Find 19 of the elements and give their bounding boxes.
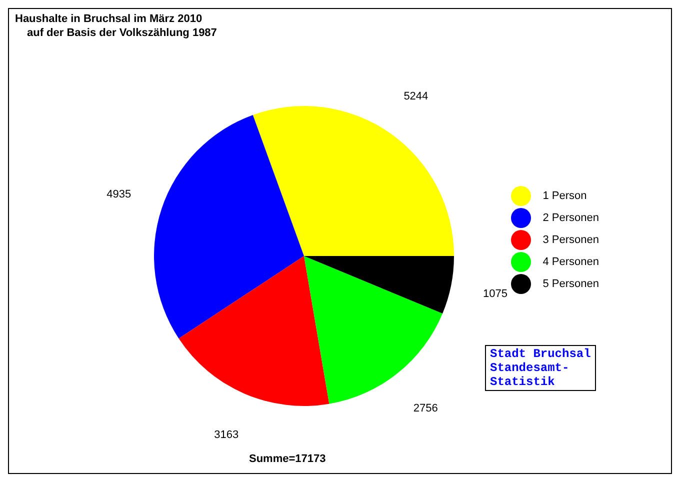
data-label: 1075 — [483, 288, 508, 300]
chart-title: Haushalte in Bruchsal im März 2010 — [15, 13, 202, 25]
data-label: 3163 — [214, 428, 239, 441]
pie-slice — [178, 256, 330, 406]
pie-slice — [252, 106, 454, 256]
legend-label: 3 Personen — [542, 234, 599, 246]
pie-slice — [304, 256, 443, 404]
data-label: 2756 — [413, 402, 438, 414]
text: Summe=17173 — [249, 453, 326, 465]
pie-slice — [304, 256, 454, 314]
text: Stadt Bruchsal Standesamt- Statistik — [485, 345, 596, 391]
legend-label: 4 Personen — [542, 256, 599, 268]
chart-subtitle: auf der Basis der Volkszählung 1987 — [27, 27, 217, 39]
legend-label: 1 Person — [542, 190, 587, 202]
data-label: 4935 — [106, 188, 132, 201]
legend-label: 5 Personen — [542, 278, 599, 290]
pie-slice — [154, 114, 304, 339]
legend-label: 2 Personen — [542, 212, 599, 224]
data-label: 5244 — [404, 90, 428, 102]
